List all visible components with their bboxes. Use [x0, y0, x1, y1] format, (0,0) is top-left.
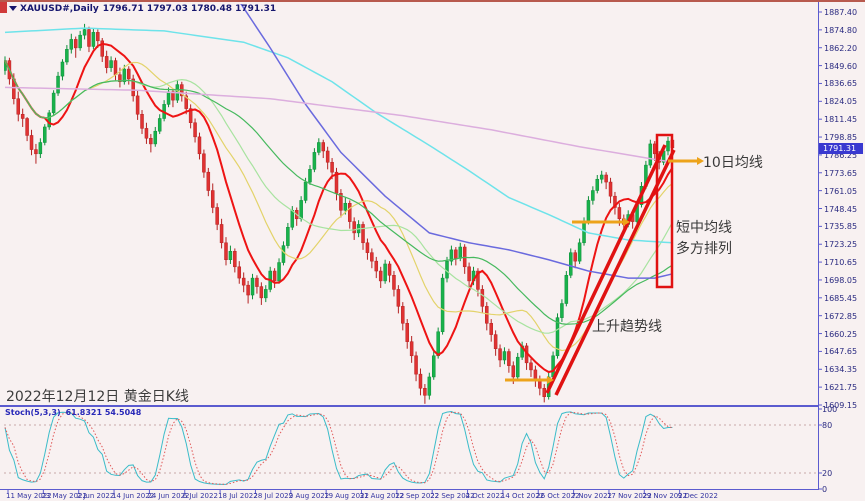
stoch-indicator-label: Stoch(5,3,3) 61.8321 54.5048: [5, 408, 146, 417]
price-tick-label: 1609.15: [824, 401, 858, 410]
stoch-scale-label: 100: [822, 405, 838, 414]
price-tick-label: 1660.25: [824, 329, 858, 339]
date-tick-label: 4 Oct 2022: [465, 492, 505, 500]
price-axis-border: [818, 2, 819, 490]
date-tick-label: 31 Aug 2022: [359, 492, 405, 500]
date-tick-label: 22 Sep 2022: [430, 492, 475, 500]
price-tick-label: 1849.60: [824, 61, 858, 71]
panel-separator[interactable]: [0, 405, 818, 407]
stoch-bottom-border: [0, 489, 818, 490]
date-tick-label: 2 Jun 2022: [76, 492, 115, 500]
price-tick-label: 1710.65: [824, 258, 858, 268]
price-tick-label: 1811.45: [824, 115, 858, 125]
stoch-values: 61.8321 54.5048: [65, 408, 142, 417]
stochastic-lines: [4, 410, 673, 485]
annotation-ma-alignment-line1: 短中均线: [676, 220, 732, 236]
date-tick-label: 23 May 2022: [41, 492, 87, 500]
price-tick-label: 1862.20: [824, 43, 858, 53]
price-tick-label: 1773.65: [824, 168, 858, 178]
date-tick-label: 6 Jul 2022: [182, 492, 218, 500]
corner-marker: [0, 2, 7, 13]
price-tick-label: 1887.40: [824, 8, 858, 17]
date-tick-label: 28 Jul 2022: [253, 492, 294, 500]
price-tick-label: 1836.65: [824, 79, 858, 89]
annotation-ma-alignment-line2: 多方排列: [676, 241, 732, 257]
date-tick-label: 9 Dec 2022: [677, 492, 718, 500]
annotation-ma10-label: 10日均线: [703, 155, 763, 171]
moving-average-lines: [4, 42, 674, 374]
annotation-ma-alignment: 短中均线 多方排列: [676, 218, 732, 260]
date-tick-label: 7 Nov 2022: [571, 492, 612, 500]
date-tick-label: 9 Aug 2022: [288, 492, 330, 500]
analyst-drawings: [505, 133, 704, 396]
date-tick-label: 11 May 2022: [6, 492, 52, 500]
ohlc-values: 1796.71 1797.03 1780.48 1791.31: [102, 4, 277, 14]
date-tick-label: 12 Sep 2022: [394, 492, 440, 500]
price-tick-label: 1723.25: [824, 240, 858, 250]
stoch-name: Stoch(5,3,3): [5, 408, 61, 417]
price-tick-label: 1761.05: [824, 186, 858, 196]
stoch-level-lines: [4, 424, 817, 474]
price-tick-label: 1647.65: [824, 347, 858, 357]
date-tick-label: 14 Jun 2022: [112, 492, 155, 500]
date-tick-label: 29 Nov 2022: [642, 492, 688, 500]
price-tick-label: 1621.75: [824, 383, 858, 393]
price-tick-label: 1698.05: [824, 275, 858, 285]
price-tick-label: 1735.85: [824, 222, 858, 232]
chart-title: XAUUSD#,Daily 1796.71 1797.03 1780.48 179…: [20, 4, 280, 14]
date-tick-label: 17 Nov 2022: [606, 492, 652, 500]
axis-tick-marks: [7, 11, 822, 494]
price-tick-label: 1798.85: [824, 133, 858, 143]
date-tick-label: 19 Aug 2022: [324, 492, 369, 500]
date-tick-label: 26 Oct 2022: [536, 492, 580, 500]
stoch-scale-label: 80: [822, 421, 833, 430]
date-tick-label: 24 Jun 2022: [147, 492, 190, 500]
current-price-badge: 1791.31: [819, 143, 863, 154]
annotation-trendline-label: 上升趋势线: [592, 319, 662, 335]
price-tick-label: 1672.85: [824, 311, 858, 321]
long-term-ma-lines: [4, 4, 673, 279]
stoch-scale-label: 0: [822, 485, 828, 494]
price-tick-label: 1824.05: [824, 97, 858, 107]
price-tick-label: 1634.35: [824, 365, 858, 375]
date-tick-label: 14 Oct 2022: [500, 492, 545, 500]
date-tick-label: 18 Jul 2022: [218, 492, 258, 500]
chart-caption: 2022年12月12日 黄金日K线: [6, 389, 189, 405]
stoch-scale-label: 20: [822, 469, 833, 478]
candlesticks: [4, 23, 675, 404]
symbol-timeframe: XAUUSD#,Daily: [20, 4, 99, 14]
price-tick-label: 1786.25: [824, 150, 858, 160]
symbol-dropdown-icon[interactable]: [9, 6, 17, 11]
price-tick-label: 1874.80: [824, 25, 858, 35]
price-tick-label: 1748.45: [824, 204, 858, 214]
price-tick-label: 1685.45: [824, 293, 858, 303]
